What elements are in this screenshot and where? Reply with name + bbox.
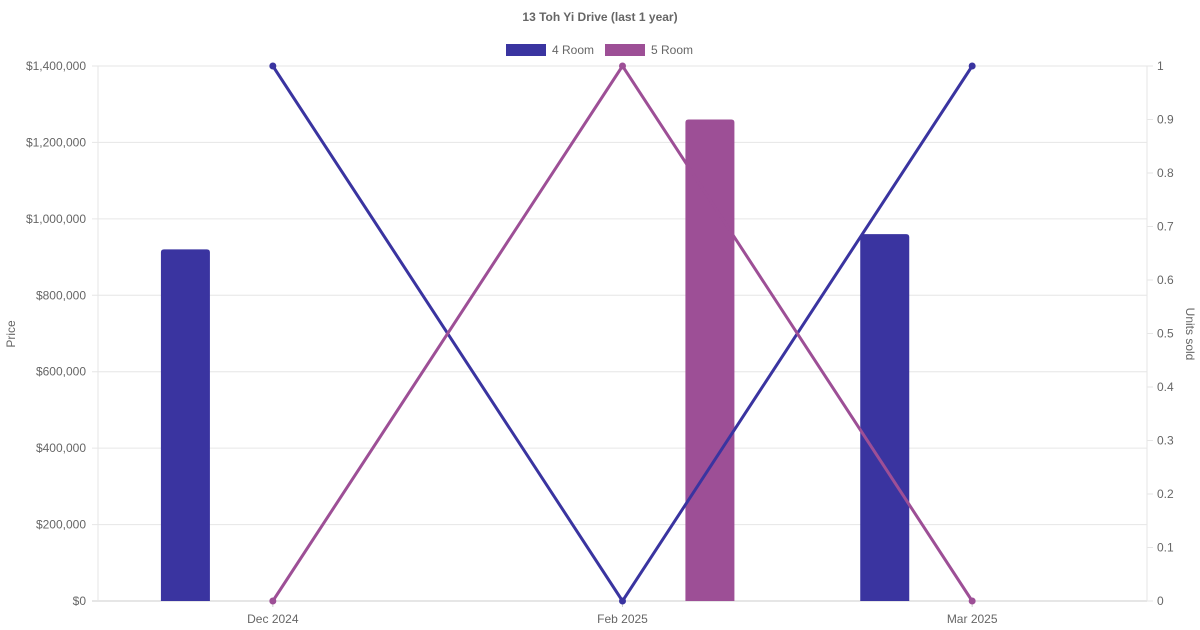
y-right-tick-label: 0.2 — [1157, 487, 1174, 501]
x-tick-label: Feb 2025 — [597, 612, 648, 626]
grid — [92, 65, 1148, 602]
y-left-tick-label: $200,000 — [36, 518, 86, 532]
x-axis-ticks: Dec 2024 Feb 2025 Mar 2025 — [247, 601, 998, 626]
legend-swatch-4-room — [506, 44, 546, 56]
y-right-axis-title: Units sold — [1183, 308, 1197, 361]
x-tick-label: Mar 2025 — [947, 612, 998, 626]
point-4-room[interactable] — [968, 62, 976, 70]
bars — [160, 119, 910, 602]
right-axis-ticks: 0 0.1 0.2 0.3 0.4 0.5 0.6 0.7 0.8 0.9 1 — [1147, 59, 1174, 608]
point-5-room[interactable] — [619, 62, 626, 70]
y-left-tick-label: $400,000 — [36, 441, 86, 455]
legend-label-4-room[interactable]: 4 Room — [552, 43, 594, 57]
y-left-tick-label: $1,200,000 — [26, 135, 86, 149]
bar-5-room[interactable] — [685, 119, 735, 602]
bar-4-room[interactable] — [160, 249, 210, 601]
point-4-room[interactable] — [619, 597, 626, 605]
bar-4-room[interactable] — [860, 234, 910, 601]
legend-label-5-room[interactable]: 5 Room — [651, 43, 693, 57]
x-tick-label: Dec 2024 — [247, 612, 299, 626]
chart-title: 13 Toh Yi Drive (last 1 year) — [522, 10, 677, 24]
y-right-tick-label: 0.5 — [1157, 327, 1174, 341]
y-right-tick-label: 0.1 — [1157, 541, 1174, 555]
y-left-tick-label: $1,400,000 — [26, 59, 86, 73]
y-left-tick-label: $600,000 — [36, 365, 86, 379]
y-left-tick-label: $800,000 — [36, 288, 86, 302]
point-5-room[interactable] — [968, 597, 976, 605]
legend-swatch-5-room — [605, 44, 645, 56]
legend: 4 Room 5 Room — [506, 43, 693, 57]
lines — [269, 62, 976, 605]
y-right-tick-label: 1 — [1157, 59, 1164, 73]
point-5-room[interactable] — [269, 597, 277, 605]
y-right-tick-label: 0 — [1157, 594, 1164, 608]
y-right-tick-label: 0.9 — [1157, 113, 1174, 127]
y-left-tick-label: $1,000,000 — [26, 212, 86, 226]
left-axis-ticks: $0 $200,000 $400,000 $600,000 $800,000 $1,000… — [26, 59, 86, 608]
point-4-room[interactable] — [269, 62, 277, 70]
y-left-tick-label: $0 — [73, 594, 87, 608]
y-right-tick-label: 0.3 — [1157, 434, 1174, 448]
y-right-tick-label: 0.6 — [1157, 273, 1174, 287]
y-right-tick-label: 0.4 — [1157, 380, 1174, 394]
y-right-tick-label: 0.8 — [1157, 166, 1174, 180]
y-left-axis-title: Price — [4, 320, 18, 348]
y-right-tick-label: 0.7 — [1157, 220, 1174, 234]
